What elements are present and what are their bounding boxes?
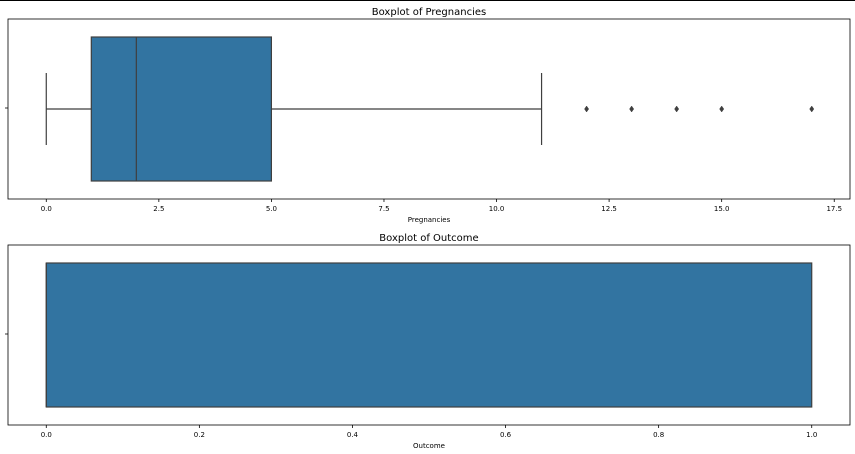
x-tick-label: 0.8 [653, 431, 664, 439]
plot-area: 0.0 2.5 5.0 7.5 10.0 12.5 15.0 17.5 [5, 18, 851, 213]
panel-pregnancies: Boxplot of Pregnancies 0.0 2.5 5.0 7.5 10.0 1… [5, 7, 851, 224]
x-tick-label: 2.5 [153, 205, 164, 213]
x-tick-label: 5.0 [266, 205, 277, 213]
outlier-point [809, 105, 815, 113]
outlier-point [674, 105, 680, 113]
outlier-point [584, 105, 589, 113]
x-axis-label: Pregnancies [408, 216, 451, 224]
x-tick-label: 0.0 [41, 431, 52, 439]
x-tick-label: 0.2 [194, 431, 205, 439]
top-border-line [0, 0, 855, 1]
chart-title: Boxplot of Outcome [379, 233, 478, 244]
x-tick-label: 12.5 [601, 205, 617, 213]
chart-title: Boxplot of Pregnancies [372, 7, 486, 18]
outlier-point [629, 105, 635, 113]
x-tick-label: 10.0 [489, 205, 505, 213]
plot-frame [7, 18, 851, 200]
x-axis-label: Outcome [413, 442, 445, 450]
outlier-point [719, 105, 725, 113]
x-tick-label: 0.6 [500, 431, 512, 439]
plot-frame [7, 244, 851, 426]
x-tick-label: 0.4 [347, 431, 359, 439]
box [90, 36, 273, 182]
x-tick-label: 17.5 [826, 205, 842, 213]
x-tick-label: 15.0 [714, 205, 730, 213]
plot-area: 0.0 0.2 0.4 0.6 0.8 1.0 [5, 244, 851, 439]
x-tick-label: 0.0 [41, 205, 52, 213]
x-tick-label: 7.5 [378, 205, 389, 213]
panel-outcome: Boxplot of Outcome 0.0 0.2 0.4 0.6 0.8 1.0 Ou… [5, 233, 851, 450]
x-tick-label: 1.0 [806, 431, 817, 439]
box [45, 262, 813, 408]
